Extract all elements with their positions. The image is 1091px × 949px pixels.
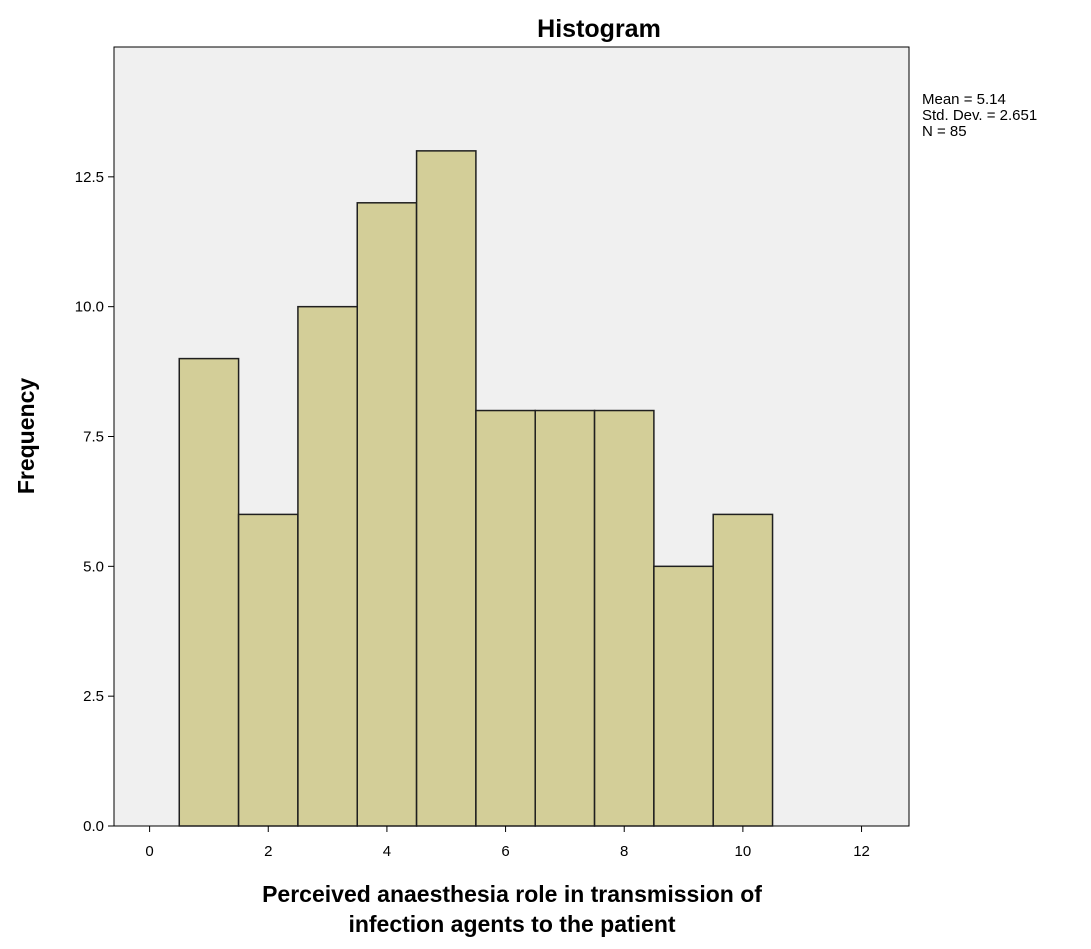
chart-title: Histogram [537,15,661,43]
x-tick-label: 6 [501,843,509,860]
y-axis: 0.0 2.5 5.0 7.5 10.0 12.5 [75,169,114,835]
histogram-bar-4 [356,202,418,827]
histogram-bar-6 [475,409,536,827]
x-tick-label: 2 [264,843,272,860]
histogram-bar-7 [534,409,596,827]
bars-group [178,150,774,827]
summary-statistics: Mean = 5.14 Std. Dev. = 2.651 N = 85 [922,92,1037,140]
x-axis: 0 2 4 6 8 10 12 [145,826,870,860]
y-tick-label: 2.5 [83,688,104,705]
y-tick-label: 5.0 [83,558,104,575]
stat-std-dev: Std. Dev. = 2.651 [922,107,1038,124]
histogram-bar-2 [237,513,299,827]
histogram-bar-1 [178,357,240,827]
y-tick-label: 0.0 [83,818,104,835]
x-axis-label-line-2: infection agents to the patient [348,911,675,937]
histogram-bar-8 [593,409,655,827]
histogram-bar-9 [653,565,714,827]
x-axis-label-line-1: Perceived anaesthesia role in transmissi… [262,881,762,907]
y-axis-label: Frequency [13,378,39,495]
y-tick-label: 12.5 [75,169,104,186]
histogram-bar-3 [297,305,358,827]
x-tick-label: 0 [145,843,153,860]
y-tick-label: 7.5 [83,429,104,446]
stat-mean: Mean = 5.14 [922,91,1006,108]
histogram-bar-5 [415,150,477,827]
x-tick-label: 10 [735,843,752,860]
x-tick-label: 4 [383,843,391,860]
x-tick-label: 8 [620,843,628,860]
stat-n: N = 85 [922,123,967,140]
x-tick-label: 12 [853,843,870,860]
histogram-bar-10 [712,513,774,827]
y-tick-label: 10.0 [75,299,104,316]
